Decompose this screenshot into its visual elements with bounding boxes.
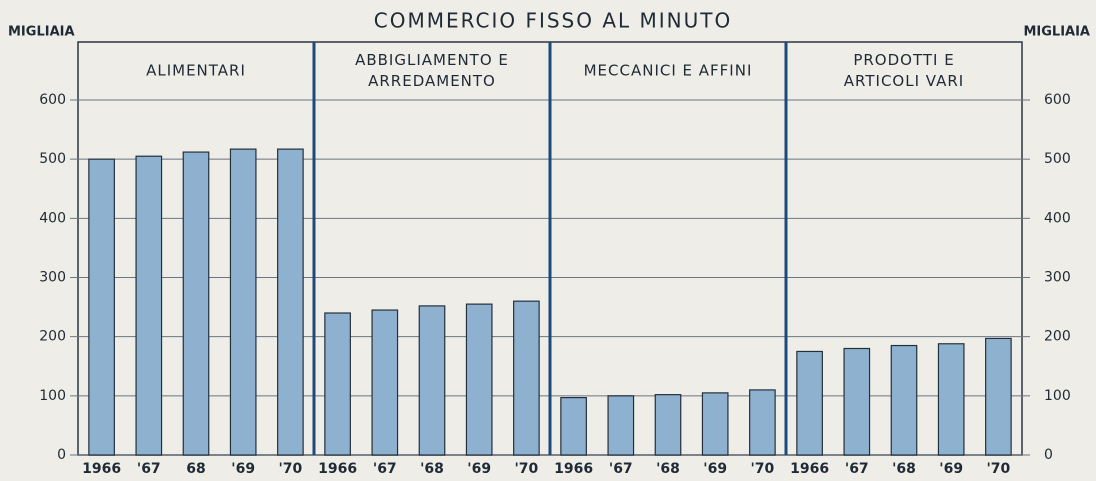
bar <box>182 151 210 456</box>
x-tick-label: 1966 <box>82 461 121 477</box>
x-tick-label: '67 <box>373 461 397 477</box>
y-tick-label: 0 <box>57 447 66 463</box>
bar <box>277 148 304 456</box>
y2-tick-label: 300 <box>1044 270 1071 286</box>
y-tick-label: 200 <box>39 329 66 345</box>
y2-tick-label: 600 <box>1044 92 1071 108</box>
x-tick-label: '67 <box>137 461 161 477</box>
bar <box>654 394 682 456</box>
y2-tick-label: 100 <box>1044 388 1071 404</box>
x-tick-label: '69 <box>467 461 491 477</box>
x-tick-label: '70 <box>279 461 303 477</box>
y2-tick-label: 500 <box>1044 151 1071 167</box>
y2-tick-label: 200 <box>1044 329 1071 345</box>
bar <box>371 309 399 456</box>
y2-tick-label: 400 <box>1044 210 1071 226</box>
x-tick-label: '69 <box>939 461 963 477</box>
bar <box>465 303 493 456</box>
x-tick-label: '67 <box>609 461 633 477</box>
bar <box>701 392 729 456</box>
panel-title: ALIMENTARI <box>146 62 246 80</box>
panel-title: ARREDAMENTO <box>368 72 496 90</box>
bar <box>135 155 163 456</box>
chart-title: COMMERCIO FISSO AL MINUTO <box>374 9 733 33</box>
panel-title: ABBIGLIAMENTO E <box>355 51 509 69</box>
bar <box>418 305 446 456</box>
x-tick-label: '69 <box>703 461 727 477</box>
y-axis-label: MIGLIAIA <box>8 25 75 40</box>
panel-title: MECCANICI E AFFINI <box>584 62 753 80</box>
bar <box>796 350 823 456</box>
bar <box>937 343 965 456</box>
panel-title: PRODOTTI E <box>853 51 954 69</box>
bar <box>890 344 918 456</box>
x-tick-label: 68 <box>186 461 205 477</box>
x-tick-label: 1966 <box>790 461 829 477</box>
bar <box>749 389 776 456</box>
y2-tick-label: 0 <box>1044 447 1053 463</box>
x-tick-label: '69 <box>231 461 255 477</box>
y-tick-label: 100 <box>39 388 66 404</box>
bar <box>560 397 587 456</box>
x-tick-label: '68 <box>892 461 916 477</box>
x-tick-label: 1966 <box>554 461 593 477</box>
y-tick-label: 600 <box>39 92 66 108</box>
y-tick-label: 400 <box>39 210 66 226</box>
y-tick-label: 300 <box>39 270 66 286</box>
bar <box>324 312 351 456</box>
x-tick-label: 1966 <box>318 461 357 477</box>
x-tick-label: '70 <box>515 461 539 477</box>
x-tick-label: '70 <box>751 461 775 477</box>
x-tick-label: '68 <box>656 461 680 477</box>
y2-axis-label: MIGLIAIA <box>1023 25 1090 40</box>
x-tick-label: '70 <box>987 461 1011 477</box>
bar <box>607 395 635 456</box>
y-tick-label: 500 <box>39 151 66 167</box>
panel-title: ARTICOLI VARI <box>844 72 964 90</box>
bar <box>88 158 115 456</box>
x-tick-label: '67 <box>845 461 869 477</box>
bar <box>985 337 1012 456</box>
bar <box>513 300 540 456</box>
bar <box>229 148 257 456</box>
x-tick-label: '68 <box>420 461 444 477</box>
bar <box>843 347 871 456</box>
